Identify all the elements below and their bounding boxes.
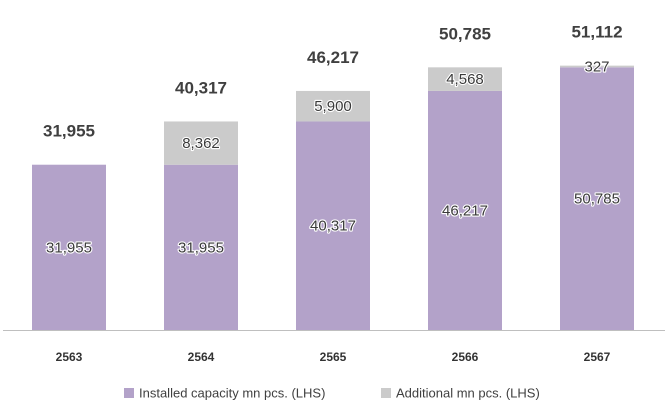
- legend-label-installed: Installed capacity mn pcs. (LHS): [139, 386, 325, 401]
- bar-installed-capacity: [428, 90, 502, 330]
- x-tick-label: 2563: [56, 350, 83, 364]
- x-tick-label: 2566: [452, 350, 479, 364]
- x-tick-label: 2567: [584, 350, 611, 364]
- data-label-installed: 31,955: [178, 239, 224, 256]
- bar-additional: [428, 67, 502, 91]
- legend-swatch-additional: [381, 388, 391, 398]
- legend-label-additional: Additional mn pcs. (LHS): [396, 386, 540, 401]
- total-label: 46,217: [307, 48, 359, 67]
- total-label: 50,785: [439, 24, 491, 43]
- bar-additional: [560, 65, 634, 68]
- legend: Installed capacity mn pcs. (LHS) Addition…: [124, 386, 540, 401]
- data-label-installed: 31,955: [46, 239, 92, 256]
- total-label: 40,317: [175, 78, 227, 97]
- bars-layer: [32, 65, 634, 330]
- bar-installed-capacity: [296, 121, 370, 330]
- total-label: 31,955: [43, 122, 95, 141]
- data-label-installed: 40,317: [310, 218, 356, 235]
- data-label-additional: 4,568: [446, 71, 484, 88]
- x-tick-label: 2565: [320, 350, 347, 364]
- legend-swatch-installed: [124, 388, 134, 398]
- bar-installed-capacity: [32, 164, 106, 330]
- data-label-additional: 327: [584, 58, 609, 75]
- x-tick-label: 2564: [188, 350, 215, 364]
- data-label-additional: 5,900: [314, 98, 352, 115]
- bar-installed-capacity: [164, 164, 238, 330]
- data-label-installed: 46,217: [442, 202, 488, 219]
- data-label-installed: 50,785: [574, 191, 620, 208]
- x-axis-ticks: 2563 2564 2565 2566 2567: [56, 350, 611, 364]
- bar-additional: [164, 121, 238, 165]
- bar-additional: [296, 90, 370, 122]
- total-label: 51,112: [571, 23, 622, 42]
- labels-layer: 31,955 31,955 31,955 8,362 40,317 40,317 5,900…: [43, 23, 623, 258]
- data-label-additional: 8,362: [182, 135, 220, 152]
- bar-installed-capacity: [560, 67, 634, 330]
